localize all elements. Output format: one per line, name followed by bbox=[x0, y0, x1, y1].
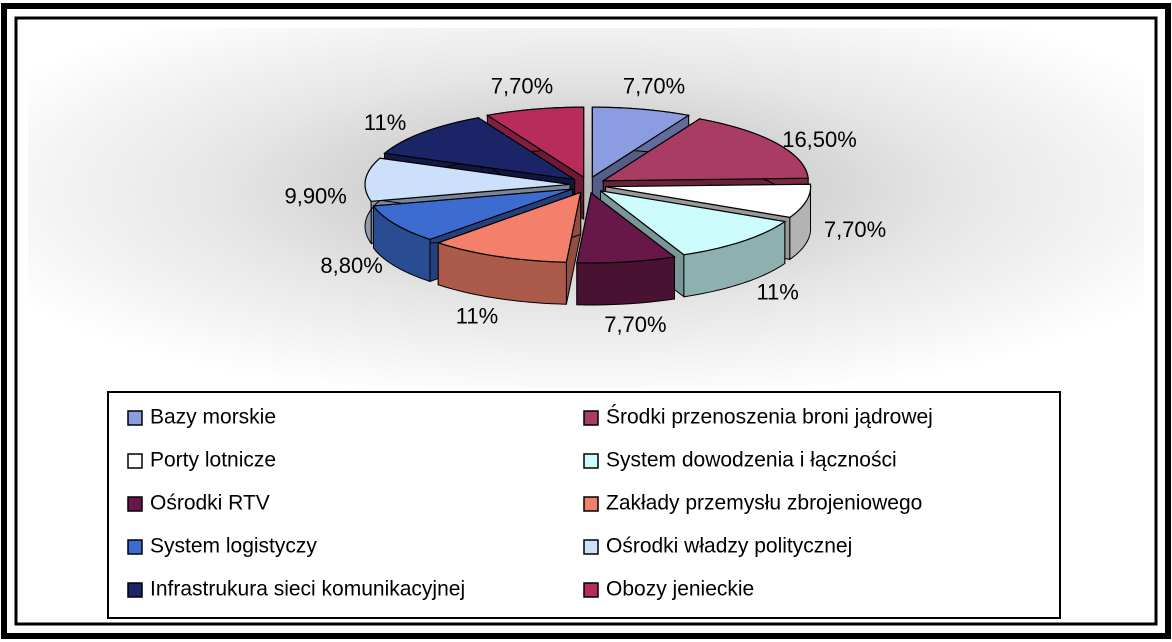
legend-label: Infrastrukura sieci komunikacyjnej bbox=[150, 578, 465, 601]
legend-swatch bbox=[583, 582, 599, 598]
data-label: 9,90% bbox=[284, 183, 346, 208]
slice-top bbox=[383, 117, 575, 181]
slice-side bbox=[576, 256, 676, 306]
slice bbox=[576, 191, 676, 306]
slice-top bbox=[601, 118, 809, 182]
legend-label: System logistyczy bbox=[150, 535, 317, 558]
data-label: 11% bbox=[756, 280, 798, 305]
legend-swatch bbox=[127, 453, 143, 469]
slice bbox=[436, 191, 582, 305]
slice-top bbox=[364, 157, 571, 202]
legend-swatch bbox=[127, 539, 143, 555]
data-label: 11% bbox=[456, 303, 498, 328]
slice-top bbox=[591, 106, 691, 179]
data-label: 7,70% bbox=[491, 73, 553, 98]
slice-top bbox=[436, 191, 582, 263]
legend-label: Ośrodki władzy politycznej bbox=[606, 535, 852, 558]
data-label: 7,70% bbox=[623, 73, 685, 98]
legend-label: Ośrodki RTV bbox=[150, 492, 270, 515]
legend-swatch bbox=[583, 410, 599, 426]
data-label: 8,80% bbox=[320, 253, 382, 278]
data-label: 7,70% bbox=[604, 312, 666, 337]
legend-label: System dowodzenia i łączności bbox=[606, 449, 897, 472]
legend-label: Obozy jenieckie bbox=[606, 578, 754, 601]
legend-label: Porty lotnicze bbox=[150, 449, 276, 472]
legend-label: Zakłady przemysłu zbrojeniowego bbox=[606, 492, 922, 515]
legend-label: Bazy morskie bbox=[150, 406, 276, 429]
legend-swatch bbox=[127, 410, 143, 426]
data-label: 16,50% bbox=[782, 127, 857, 152]
slice-top bbox=[605, 183, 812, 219]
plot-area bbox=[28, 28, 1144, 388]
legend-swatch bbox=[127, 496, 143, 512]
slice-top bbox=[576, 191, 676, 264]
slice-top bbox=[372, 188, 573, 241]
legend-swatch bbox=[583, 453, 599, 469]
legend-label: Środki przenoszenia broni jądrowej bbox=[606, 405, 933, 429]
legend-swatch bbox=[583, 539, 599, 555]
slice-top bbox=[600, 190, 787, 256]
data-label: 11% bbox=[364, 110, 406, 135]
data-label: 7,70% bbox=[824, 217, 886, 242]
legend-swatch bbox=[127, 582, 143, 598]
slice-top bbox=[485, 106, 585, 179]
legend-swatch bbox=[583, 496, 599, 512]
